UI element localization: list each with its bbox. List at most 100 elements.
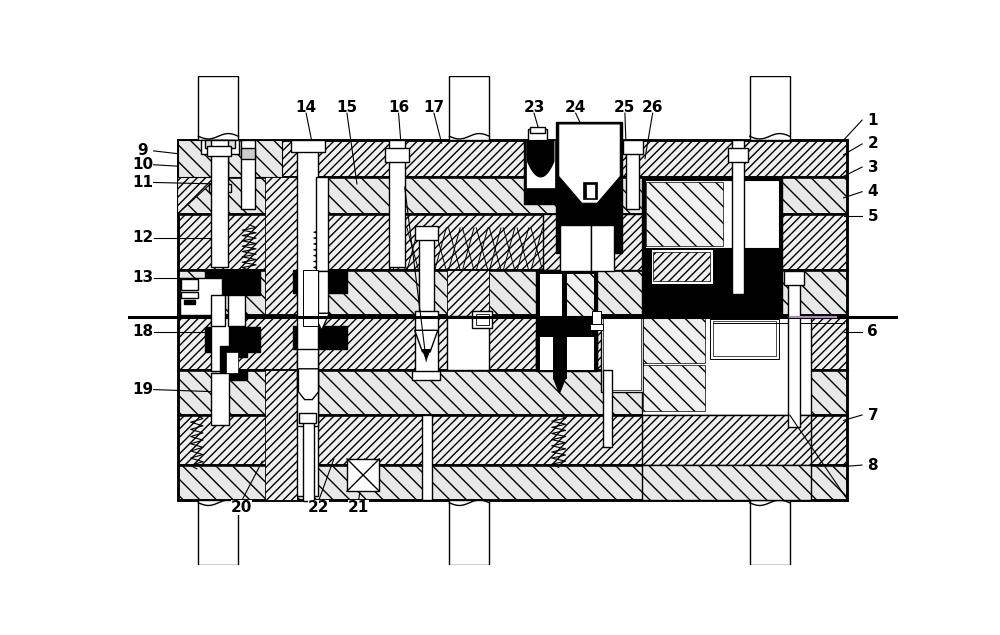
Text: 16: 16 xyxy=(388,100,409,114)
Text: 3: 3 xyxy=(868,159,878,175)
Text: 18: 18 xyxy=(132,324,153,339)
Bar xyxy=(603,370,612,447)
Bar xyxy=(198,76,238,140)
Bar xyxy=(178,177,847,214)
Bar xyxy=(291,140,325,152)
Bar xyxy=(788,271,800,427)
Bar xyxy=(784,271,804,285)
Bar xyxy=(626,140,639,210)
Text: 5: 5 xyxy=(868,209,878,224)
Bar xyxy=(389,140,405,267)
Bar xyxy=(536,334,597,371)
Bar xyxy=(447,271,489,316)
Bar xyxy=(316,177,328,271)
Polygon shape xyxy=(220,345,247,380)
Bar xyxy=(178,315,847,370)
Text: 6: 6 xyxy=(867,324,878,339)
Bar xyxy=(211,140,228,267)
Text: 8: 8 xyxy=(868,458,878,472)
Text: 12: 12 xyxy=(132,231,154,245)
Bar xyxy=(643,318,705,363)
Bar xyxy=(543,214,663,271)
Polygon shape xyxy=(422,349,430,359)
Bar xyxy=(228,295,245,326)
Bar xyxy=(645,180,779,248)
Bar xyxy=(211,295,225,326)
Text: 23: 23 xyxy=(523,100,545,114)
Polygon shape xyxy=(526,140,555,188)
Bar xyxy=(385,148,409,162)
Polygon shape xyxy=(559,124,620,203)
Text: 9: 9 xyxy=(138,144,148,158)
Bar xyxy=(178,415,847,465)
Bar xyxy=(623,140,643,154)
Polygon shape xyxy=(553,378,566,394)
Bar xyxy=(205,271,260,295)
Bar xyxy=(293,271,347,293)
Bar xyxy=(299,413,316,423)
Bar xyxy=(642,315,811,415)
Bar xyxy=(603,318,641,390)
Bar xyxy=(750,500,790,565)
Bar xyxy=(265,370,297,500)
Text: 1: 1 xyxy=(868,112,878,128)
Text: 24: 24 xyxy=(565,100,586,114)
Bar xyxy=(178,465,847,500)
Bar xyxy=(524,140,556,204)
Bar xyxy=(217,192,223,238)
Bar xyxy=(713,321,776,356)
Bar xyxy=(476,314,489,325)
Bar xyxy=(750,76,790,140)
Bar xyxy=(347,459,379,491)
Bar xyxy=(530,127,545,133)
Bar xyxy=(591,225,614,271)
Bar xyxy=(472,311,492,328)
Text: 19: 19 xyxy=(132,382,153,397)
Bar xyxy=(215,190,225,196)
Text: 17: 17 xyxy=(423,100,445,114)
Text: 20: 20 xyxy=(231,500,252,515)
Bar xyxy=(412,371,440,380)
Bar xyxy=(590,324,603,330)
Text: 25: 25 xyxy=(614,100,636,114)
Polygon shape xyxy=(415,330,438,352)
Bar xyxy=(303,415,314,501)
Bar xyxy=(265,177,297,314)
Bar xyxy=(297,349,318,426)
Bar xyxy=(560,225,591,271)
Bar xyxy=(297,140,318,496)
Bar xyxy=(201,140,239,154)
Bar xyxy=(209,184,231,192)
Bar xyxy=(293,326,347,349)
Text: 26: 26 xyxy=(642,100,663,114)
Bar xyxy=(241,148,255,159)
Bar xyxy=(241,140,255,210)
Bar xyxy=(645,248,779,286)
Bar xyxy=(642,177,782,347)
Bar xyxy=(207,145,231,156)
Bar xyxy=(184,300,195,304)
Text: 13: 13 xyxy=(132,271,153,286)
Bar xyxy=(528,130,547,146)
Text: 4: 4 xyxy=(868,184,878,199)
Text: 7: 7 xyxy=(868,408,878,422)
Bar xyxy=(646,182,723,246)
Bar xyxy=(303,271,318,326)
Bar xyxy=(643,365,705,411)
Bar xyxy=(198,500,238,565)
Polygon shape xyxy=(314,313,329,330)
Text: 10: 10 xyxy=(132,157,153,172)
Bar xyxy=(181,292,198,298)
Bar xyxy=(651,250,713,284)
Text: 15: 15 xyxy=(336,100,358,114)
Bar xyxy=(449,76,489,140)
Bar xyxy=(583,182,597,199)
Bar xyxy=(539,273,562,316)
Bar xyxy=(601,315,643,392)
Bar xyxy=(539,336,594,370)
Text: 14: 14 xyxy=(296,100,317,114)
Bar xyxy=(422,415,432,500)
Bar xyxy=(553,336,566,378)
Bar xyxy=(653,251,710,281)
Bar xyxy=(178,140,847,177)
